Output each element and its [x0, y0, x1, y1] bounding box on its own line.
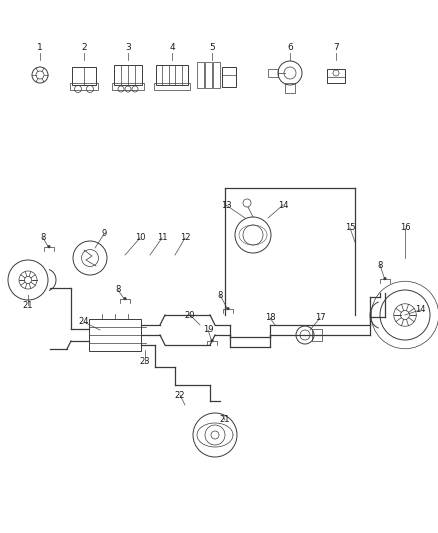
Text: 1: 1: [37, 44, 43, 52]
Bar: [72, 67, 96, 85]
Bar: [89, 319, 141, 351]
Text: 19: 19: [203, 326, 213, 335]
Text: 14: 14: [278, 200, 288, 209]
Bar: [268, 69, 278, 77]
Text: 24: 24: [79, 318, 89, 327]
Text: 12: 12: [180, 233, 190, 243]
Text: 15: 15: [345, 223, 355, 232]
Text: 13: 13: [221, 200, 231, 209]
Bar: [205, 62, 212, 88]
Text: 20: 20: [185, 311, 195, 319]
Text: 8: 8: [40, 233, 46, 243]
Bar: [112, 83, 144, 90]
Text: 16: 16: [400, 223, 410, 232]
Circle shape: [211, 339, 213, 342]
Text: 22: 22: [175, 391, 185, 400]
Text: 5: 5: [209, 44, 215, 52]
Bar: [197, 62, 204, 88]
Text: 18: 18: [265, 313, 276, 322]
Circle shape: [48, 245, 50, 248]
Bar: [114, 65, 142, 85]
Text: 6: 6: [287, 44, 293, 52]
Bar: [212, 62, 219, 88]
Bar: [154, 83, 190, 90]
Text: 21: 21: [23, 301, 33, 310]
Bar: [312, 329, 322, 341]
Bar: [285, 83, 295, 93]
Text: 8: 8: [217, 290, 223, 300]
Text: 11: 11: [157, 233, 167, 243]
Bar: [327, 69, 345, 83]
Bar: [222, 67, 236, 87]
Bar: [70, 83, 98, 90]
Text: 17: 17: [314, 313, 325, 322]
Circle shape: [227, 307, 229, 310]
Text: 14: 14: [415, 305, 425, 314]
Circle shape: [384, 277, 386, 280]
Text: 23: 23: [140, 358, 150, 367]
Text: 8: 8: [115, 286, 121, 295]
Text: 8: 8: [377, 261, 383, 270]
Bar: [156, 65, 188, 85]
Circle shape: [124, 297, 126, 300]
Text: 2: 2: [81, 44, 87, 52]
Text: 9: 9: [101, 230, 106, 238]
Text: 21: 21: [220, 416, 230, 424]
Text: 10: 10: [135, 233, 145, 243]
Text: 4: 4: [169, 44, 175, 52]
Text: 7: 7: [333, 44, 339, 52]
Text: 3: 3: [125, 44, 131, 52]
